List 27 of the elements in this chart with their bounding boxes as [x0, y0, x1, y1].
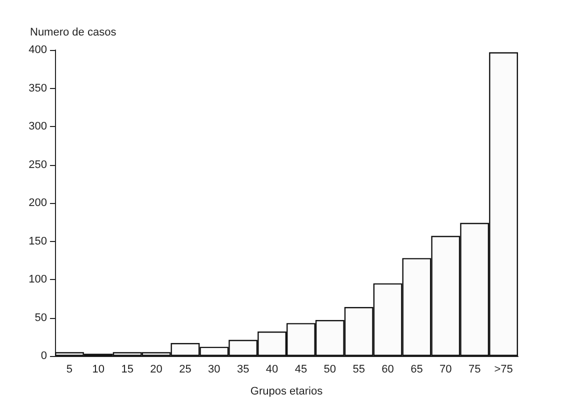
x-tick-label: 40 — [266, 364, 278, 376]
x-tick-label: 75 — [468, 364, 481, 376]
y-tick-label: 100 — [28, 274, 47, 286]
y-tick-label: 250 — [28, 158, 47, 171]
y-axis-title: Numero de casos — [30, 26, 117, 38]
x-tick-label: 25 — [179, 364, 192, 376]
x-tick-label: 20 — [150, 364, 162, 376]
x-tick-label: 60 — [382, 364, 394, 376]
x-tick-label: 55 — [352, 364, 365, 376]
y-tick-label: 200 — [28, 197, 47, 209]
x-tick-label: 15 — [121, 364, 134, 376]
y-tick-label: 50 — [34, 312, 47, 324]
x-tick-label: 45 — [294, 364, 308, 376]
x-tick-label: 70 — [440, 364, 452, 376]
x-tick-label: 35 — [236, 364, 250, 376]
x-tick-label: 10 — [92, 364, 105, 376]
x-tick-label: 30 — [208, 364, 220, 376]
x-tick-label: 65 — [410, 364, 423, 376]
x-axis-title: Grupos etarios — [250, 386, 324, 398]
x-tick-label: 5 — [66, 364, 73, 376]
x-tick-label: >75 — [494, 364, 513, 376]
x-tick-label: 50 — [324, 364, 336, 376]
y-tick-label: 400 — [28, 44, 47, 56]
y-tick-label: 350 — [28, 82, 47, 94]
y-tick-label: 300 — [28, 120, 47, 132]
y-tick-label: 150 — [28, 235, 47, 248]
y-tick-label: 0 — [40, 350, 47, 362]
